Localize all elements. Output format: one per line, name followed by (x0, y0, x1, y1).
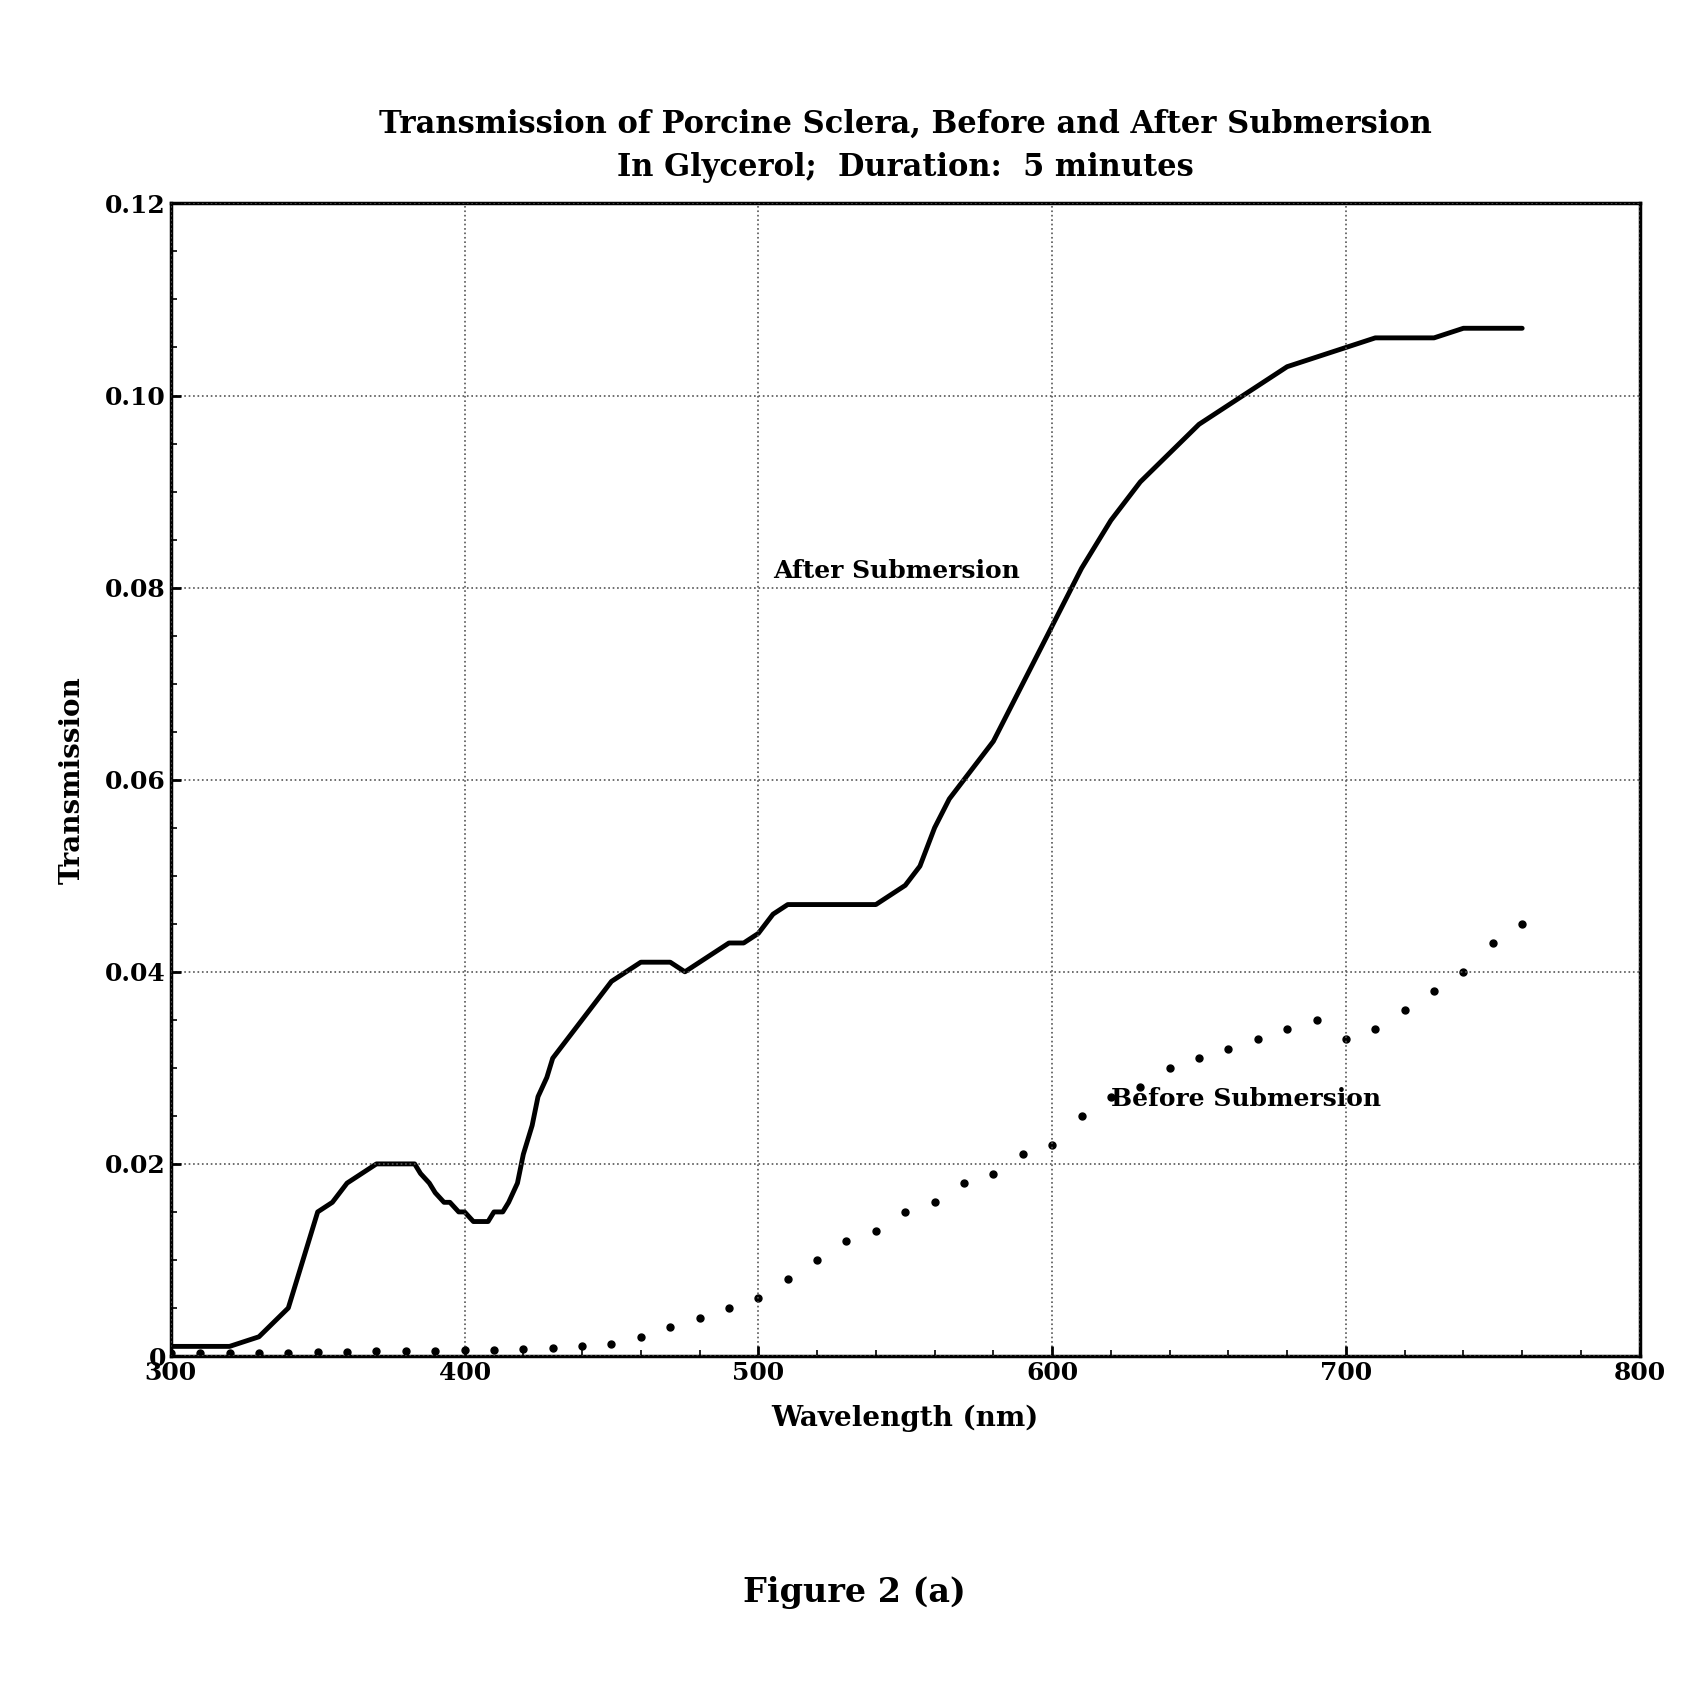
X-axis label: Wavelength (nm): Wavelength (nm) (772, 1403, 1038, 1432)
Text: After Submersion: After Submersion (773, 559, 1019, 583)
Y-axis label: Transmission: Transmission (58, 676, 85, 883)
Title: Transmission of Porcine Sclera, Before and After Submersion
In Glycerol;  Durati: Transmission of Porcine Sclera, Before a… (379, 108, 1430, 183)
Text: Before Submersion: Before Submersion (1110, 1086, 1381, 1112)
Text: Figure 2 (a): Figure 2 (a) (743, 1576, 964, 1609)
